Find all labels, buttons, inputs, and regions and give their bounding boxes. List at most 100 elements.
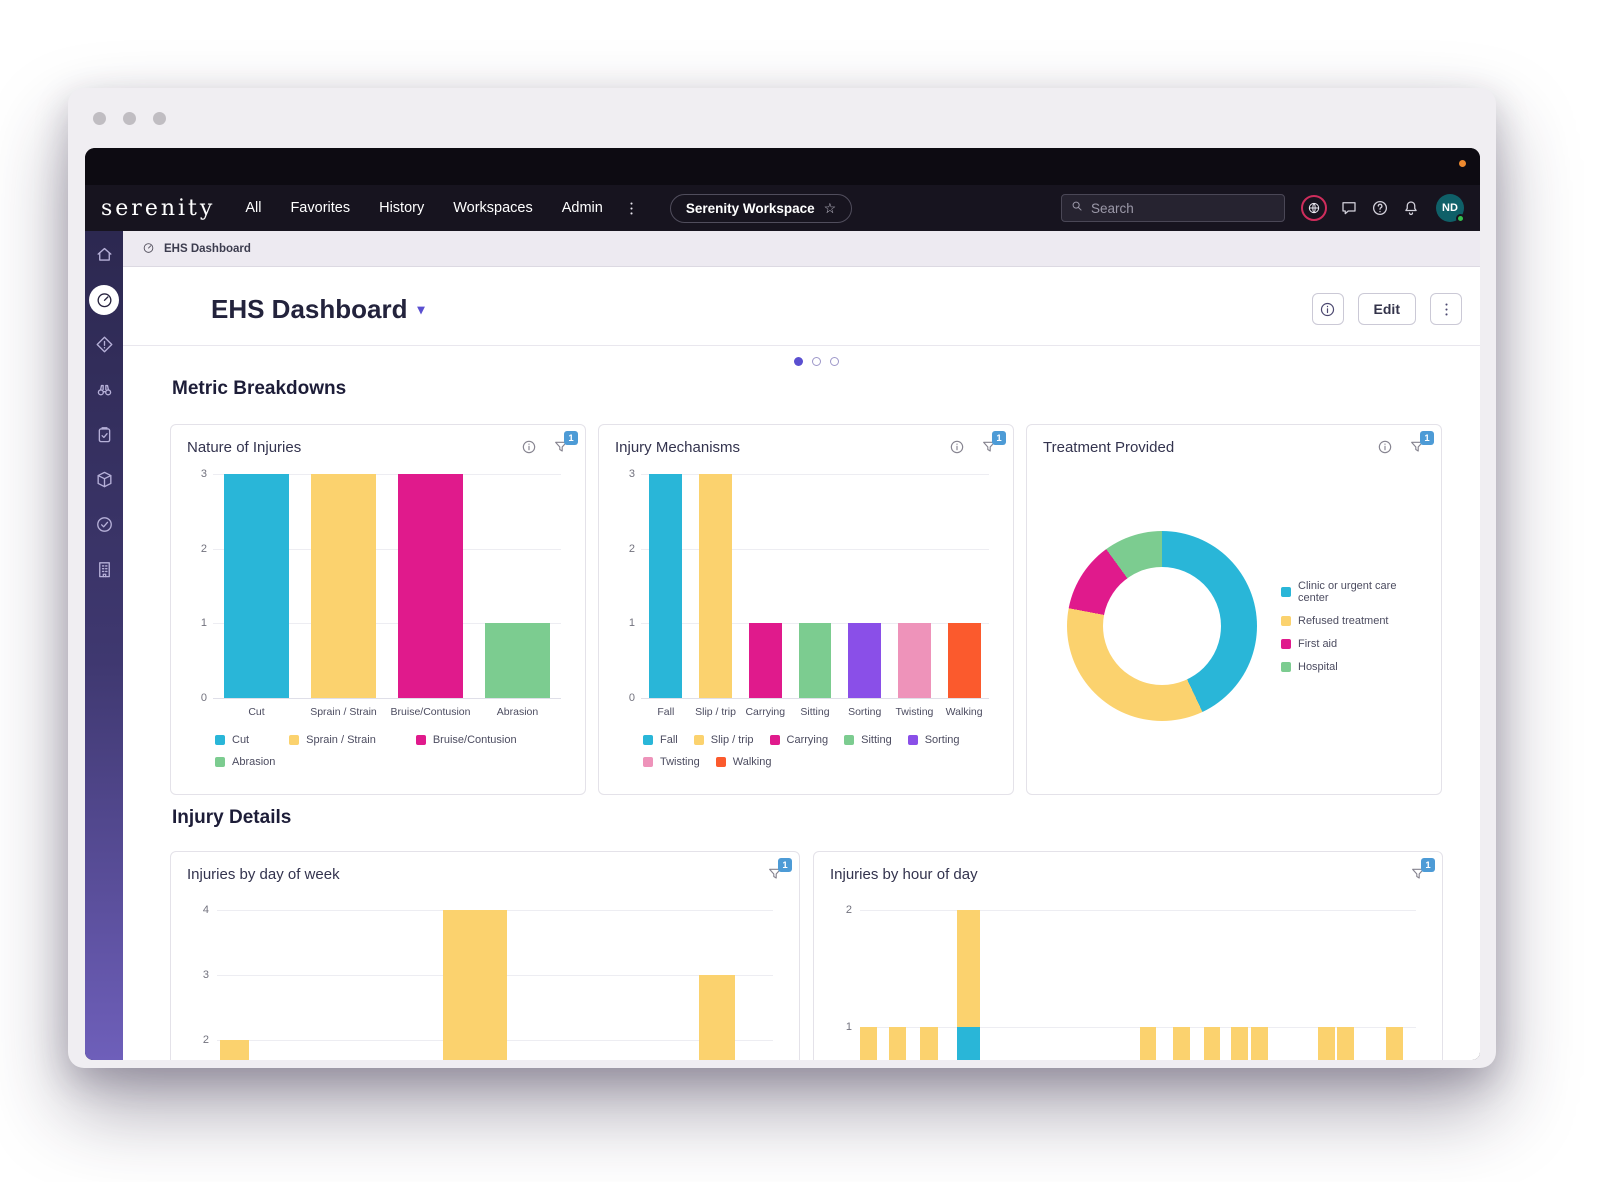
sidebar-item-locations[interactable] (95, 560, 114, 579)
legend-item[interactable]: Bruise/Contusion (415, 734, 517, 746)
bar-twisting[interactable] (898, 623, 931, 698)
nav-workspaces[interactable]: Workspaces (453, 200, 533, 216)
card-info-button[interactable] (949, 439, 965, 455)
bar-bruise-contusion[interactable] (398, 474, 463, 698)
y-axis-tick: 2 (628, 542, 635, 555)
gridline (213, 623, 561, 625)
bar-abrasion[interactable] (485, 623, 550, 698)
chevron-down-icon[interactable]: ▾ (417, 300, 425, 317)
bar-carrying[interactable] (748, 623, 782, 698)
bar-sorting[interactable] (848, 623, 882, 698)
bar-segment-yellow[interactable] (1230, 1027, 1248, 1060)
carousel-dot-3[interactable] (829, 357, 839, 366)
legend-item[interactable]: Sorting (907, 734, 960, 746)
content-column: EHS Dashboard EHS Dashboard ▾ Edit (123, 231, 1480, 1060)
bar-segment-teal[interactable] (956, 1027, 981, 1060)
bar-fall[interactable] (649, 474, 683, 698)
user-avatar[interactable]: ND (1436, 194, 1465, 223)
legend-item[interactable]: Fall (643, 734, 678, 746)
x-axis-label: Carrying (745, 706, 786, 718)
nav-favorites[interactable]: Favorites (290, 200, 351, 216)
dashboard-more-button[interactable] (1430, 293, 1462, 325)
info-circle-icon (950, 440, 964, 454)
workspace-label: Serenity Workspace (685, 200, 815, 216)
bar-segment-yellow[interactable] (920, 1027, 938, 1060)
help-button[interactable] (1371, 199, 1389, 217)
nav-more-button[interactable] (623, 200, 640, 217)
dashboard-info-button[interactable] (1311, 293, 1344, 325)
sidebar-item-tasks[interactable] (95, 515, 114, 534)
bar-segment-yellow[interactable] (1337, 1027, 1354, 1060)
sidebar-item-audits[interactable] (95, 425, 114, 444)
carousel-dot-1[interactable] (793, 357, 803, 366)
legend-item[interactable]: Slip / trip (693, 734, 754, 746)
bar-segment-yellow[interactable] (1251, 1027, 1269, 1060)
legend-item[interactable]: Walking (715, 756, 771, 768)
bar-segment-yellow[interactable] (1385, 1027, 1403, 1060)
sidebar-item-observations[interactable] (95, 380, 114, 399)
x-axis-label: Sitting (800, 706, 830, 718)
legend-item[interactable]: Cut (215, 734, 249, 746)
primary-nav: All Favorites History Workspaces Admin (245, 200, 603, 216)
card-info-button[interactable] (521, 439, 537, 455)
nav-admin[interactable]: Admin (561, 200, 603, 216)
legend-swatch (643, 757, 653, 767)
bar-segment-yellow[interactable] (443, 910, 508, 1060)
card-title: Nature of Injuries (187, 439, 302, 456)
bar-segment-yellow[interactable] (699, 975, 736, 1060)
bar-slip-trip[interactable] (699, 474, 732, 698)
window-close-button[interactable] (93, 112, 106, 125)
treatment-donut-chart[interactable] (1067, 531, 1257, 721)
legend-item[interactable]: Abrasion (215, 756, 275, 768)
legend-item[interactable]: Twisting (643, 756, 700, 768)
bar-segment-yellow[interactable] (1318, 1027, 1335, 1060)
info-circle-icon (522, 440, 536, 454)
window-minimize-button[interactable] (123, 112, 136, 125)
window-zoom-button[interactable] (153, 112, 166, 125)
bar-sitting[interactable] (798, 623, 832, 698)
bar-walking[interactable] (947, 623, 981, 698)
workspace-selector[interactable]: Serenity Workspace ☆ (669, 193, 853, 223)
gridline (860, 910, 1416, 911)
legend-label: Refused treatment (1298, 614, 1389, 627)
legend-item[interactable]: Clinic or urgent care center (1281, 580, 1425, 604)
favorite-star-icon[interactable]: ☆ (823, 199, 837, 216)
carousel-dot-2[interactable] (811, 357, 821, 366)
legend-item[interactable]: Sprain / Strain (289, 734, 376, 746)
legend-item[interactable]: Carrying (769, 734, 828, 746)
bell-icon (1405, 201, 1417, 216)
legend-swatch (715, 757, 726, 767)
sidebar-item-home[interactable] (95, 245, 114, 264)
serenity-logo[interactable]: serenity (101, 195, 216, 221)
bar-cut[interactable] (224, 474, 289, 698)
gauge-icon (96, 293, 112, 308)
nav-history[interactable]: History (379, 200, 425, 216)
sidebar-item-assets[interactable] (95, 470, 114, 489)
legend-swatch (215, 735, 225, 745)
bar-sprain-strain[interactable] (311, 474, 376, 698)
globe-record-button[interactable] (1301, 195, 1327, 221)
card-info-button[interactable] (1377, 439, 1393, 455)
breadcrumb[interactable]: EHS Dashboard (123, 231, 1480, 267)
legend-item[interactable]: Refused treatment (1281, 615, 1425, 627)
bar-segment-yellow[interactable] (860, 1027, 877, 1060)
search-box[interactable] (1061, 194, 1285, 222)
bar-segment-yellow[interactable] (1173, 1027, 1190, 1060)
chat-button[interactable] (1340, 199, 1358, 217)
sidebar-item-dashboards[interactable] (89, 284, 119, 315)
bar-segment-yellow[interactable] (1139, 1027, 1157, 1060)
legend-item[interactable]: First aid (1281, 638, 1425, 650)
bar-segment-yellow[interactable] (956, 910, 981, 1027)
legend-item[interactable]: Sitting (844, 734, 892, 746)
notifications-button[interactable] (1402, 199, 1420, 217)
search-input[interactable] (1091, 200, 1276, 216)
bar-segment-yellow[interactable] (219, 1040, 250, 1060)
legend-item[interactable]: Hospital (1281, 661, 1425, 673)
app-sidebar (85, 231, 123, 1060)
edit-button[interactable]: Edit (1357, 293, 1416, 325)
main-content: EHS Dashboard ▾ Edit Metric Breakdowns N… (123, 267, 1480, 1060)
bar-segment-yellow[interactable] (1203, 1027, 1221, 1060)
nav-all[interactable]: All (245, 200, 262, 216)
sidebar-item-incidents[interactable] (95, 335, 114, 354)
bar-segment-yellow[interactable] (888, 1027, 906, 1060)
